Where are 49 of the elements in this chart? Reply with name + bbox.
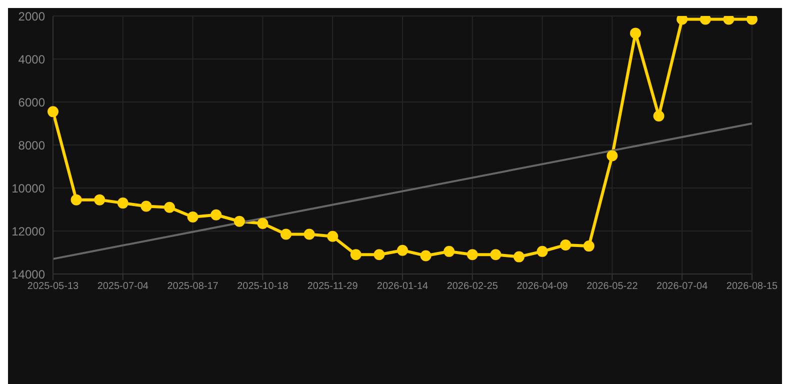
x-tick-label: 2025-08-17	[167, 281, 219, 292]
point	[70, 194, 82, 206]
point	[164, 202, 175, 213]
x-tick-label: 2025-11-29	[307, 281, 358, 292]
y-tick-label: 8000	[18, 138, 46, 152]
point	[490, 249, 502, 260]
point	[583, 240, 594, 252]
point	[234, 216, 245, 227]
point	[140, 200, 152, 212]
point	[257, 218, 268, 229]
x-tick-label: 2026-08-15	[726, 281, 778, 292]
point	[514, 251, 524, 262]
point	[653, 110, 664, 122]
x-tick-label: 2025-10-18	[237, 281, 289, 292]
point	[723, 16, 734, 25]
x-tick-label: 2025-07-04	[97, 281, 149, 292]
point	[94, 194, 106, 206]
point	[350, 249, 362, 260]
point	[420, 250, 432, 262]
x-tick-label: 2026-07-04	[656, 281, 708, 292]
point	[700, 16, 711, 25]
y-tick-label: 2000	[18, 9, 46, 24]
x-tick-label: 2026-02-25	[446, 281, 498, 292]
point	[210, 209, 222, 220]
x-tick-label: 2026-04-09	[516, 281, 568, 292]
point	[560, 239, 572, 250]
point	[374, 249, 385, 260]
point	[48, 106, 58, 118]
x-tick-label: 2026-05-22	[586, 281, 638, 292]
point	[187, 212, 198, 223]
point	[536, 246, 548, 257]
point	[444, 246, 455, 257]
x-tick-label: 2026-01-14	[376, 281, 429, 292]
y-tick-label: 12000	[12, 224, 46, 238]
point	[117, 198, 128, 209]
point	[606, 150, 618, 162]
point	[676, 16, 688, 25]
point	[466, 249, 478, 260]
y-tick-label: 6000	[18, 95, 46, 110]
point	[327, 230, 338, 242]
point	[630, 28, 641, 39]
y-tick-label: 10000	[12, 181, 46, 196]
point	[304, 228, 315, 240]
y-tick-label: 14000	[12, 267, 46, 282]
x-tick-label: 2025-05-13	[27, 281, 80, 292]
point	[746, 16, 758, 25]
point	[397, 244, 408, 256]
y-tick-label: 4000	[18, 52, 46, 66]
point	[280, 228, 292, 240]
